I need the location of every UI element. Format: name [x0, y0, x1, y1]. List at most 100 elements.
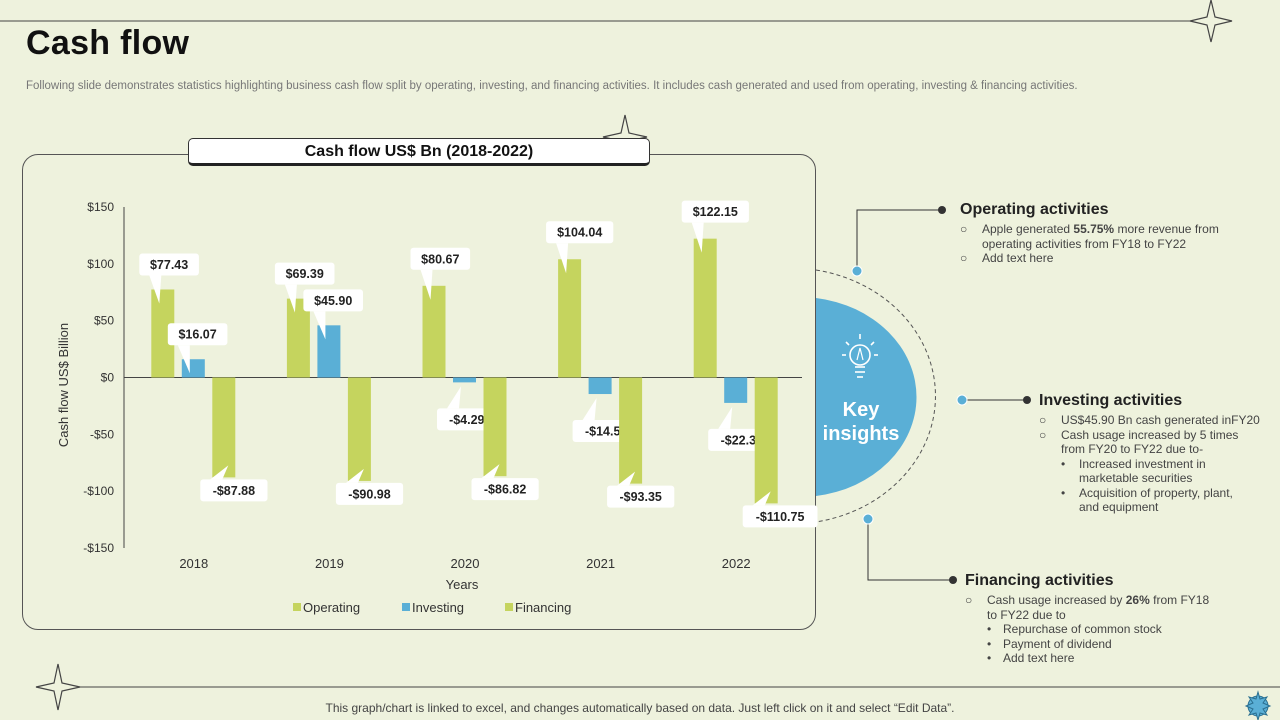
- y-tick-label: -$150: [83, 541, 114, 555]
- bar-operating-2022: [693, 238, 717, 378]
- data-label: -$90.98: [348, 487, 390, 501]
- data-label-pointer: [556, 243, 569, 274]
- legend-label-investing: Investing: [412, 600, 464, 615]
- data-label: $45.90: [314, 294, 352, 308]
- data-label-box: [742, 505, 818, 528]
- data-label: -$14.55: [585, 425, 627, 439]
- key-insights-label: Key insights: [806, 398, 916, 446]
- bar-operating-2021: [558, 259, 582, 378]
- x-axis-title: Years: [446, 577, 479, 592]
- list-item: ○ Cash usage increased by 26% from FY18: [965, 593, 1210, 607]
- data-label-box: [167, 323, 228, 346]
- list-item: ○ Apple generated 55.75% more revenue fro…: [960, 222, 1219, 236]
- bar-financing-2020: [483, 377, 507, 477]
- data-label: $16.07: [178, 328, 216, 342]
- data-label-pointer: [447, 386, 461, 409]
- data-label: -$87.88: [213, 484, 255, 498]
- list-subitem: • Acquisition of property, plant,: [1061, 485, 1233, 500]
- y-tick-label: $50: [94, 314, 114, 328]
- financing-connector: [867, 519, 953, 581]
- data-label-box: [471, 478, 539, 501]
- data-label-pointer: [420, 269, 433, 300]
- bar-operating-2018: [151, 289, 175, 378]
- financing-list: ○ Cash usage increased by 26% from FY18 t…: [965, 593, 1265, 666]
- key-insights-circle: [816, 298, 917, 496]
- data-label: $104.04: [557, 226, 602, 240]
- bar-financing-2018: [212, 377, 236, 478]
- investing-heading: Investing activities: [1039, 392, 1183, 409]
- legend-label-financing: Financing: [515, 600, 571, 615]
- bar-investing-2022: [724, 377, 748, 403]
- y-tick-label: $100: [87, 257, 114, 271]
- x-tick-label: 2018: [179, 556, 208, 571]
- data-label-pointer: [149, 275, 162, 304]
- footer-note: This graph/chart is linked to excel, and…: [325, 701, 955, 715]
- data-label-pointer: [345, 468, 364, 483]
- operating-end-dot: [938, 206, 946, 214]
- financing-dot: [862, 513, 874, 525]
- list-subitem: • Payment of dividend: [987, 636, 1112, 651]
- investing-insight: Investing activities ○ US$45.90 Bn cash g…: [1039, 392, 1279, 515]
- data-label-pointer: [481, 464, 500, 479]
- bar-investing-2020: [453, 377, 476, 383]
- financing-heading: Financing activities: [965, 572, 1114, 589]
- page-subtitle: Following slide demonstrates statistics …: [26, 80, 1078, 92]
- data-label: -$110.75: [756, 510, 805, 524]
- data-label-pointer: [313, 311, 326, 340]
- list-item: operating activities from FY18 to FY22: [982, 236, 1187, 251]
- list-item: from FY20 to FY22 due to-: [1061, 442, 1204, 456]
- operating-dot: [851, 265, 863, 277]
- y-tick-label: $150: [87, 200, 114, 214]
- list-item: ○ Add text here: [960, 251, 1054, 265]
- y-tick-label: $0: [101, 371, 115, 385]
- list-subitem: marketable securities: [1079, 471, 1193, 485]
- bar-financing-2019: [347, 377, 371, 481]
- lightbulb-icon: [842, 334, 878, 378]
- legend-label-operating: Operating: [303, 600, 360, 615]
- list-subitem: • Increased investment in: [1061, 456, 1206, 471]
- chart-title: Cash flow US$ Bn (2018-2022): [188, 138, 650, 166]
- data-label: $122.15: [693, 205, 738, 219]
- y-tick-label: -$50: [90, 427, 114, 441]
- investing-dot: [956, 394, 968, 406]
- bar-investing-2021: [588, 377, 612, 395]
- legend-swatch-operating: [293, 603, 301, 611]
- bar-financing-2021: [619, 377, 643, 484]
- list-item: ○ Cash usage increased by 5 times: [1039, 427, 1239, 442]
- data-label-pointer: [284, 284, 297, 313]
- bar-financing-2022: [754, 377, 778, 504]
- financing-insight: Financing activities ○ Cash usage increas…: [965, 572, 1265, 666]
- data-label-box: [410, 247, 471, 270]
- operating-list: ○ Apple generated 55.75% more revenue fro…: [960, 222, 1260, 266]
- data-label: -$22.35: [721, 433, 763, 447]
- data-label-pointer: [177, 345, 190, 374]
- data-label-pointer: [617, 471, 636, 486]
- financing-end-dot: [949, 576, 957, 584]
- data-label-box: [607, 485, 675, 508]
- investing-end-dot: [1023, 396, 1031, 404]
- data-label: $69.39: [286, 267, 324, 281]
- data-label: -$93.35: [619, 490, 661, 504]
- operating-heading: Operating activities: [960, 201, 1109, 218]
- key-insights-line1: Key: [842, 399, 880, 421]
- list-item: ○ US$45.90 Bn cash generated inFY20: [1039, 413, 1260, 427]
- data-label-box: [274, 262, 335, 285]
- data-label-pointer: [582, 398, 597, 421]
- data-label-box: [139, 253, 199, 276]
- operating-connector: [856, 209, 942, 271]
- data-label-box: [546, 221, 614, 244]
- bar-operating-2019: [286, 298, 310, 378]
- data-label-box: [303, 289, 363, 312]
- dashed-arc: [815, 269, 936, 523]
- bar-operating-2020: [422, 285, 446, 378]
- operating-insight: Operating activities ○ Apple generated 55…: [960, 201, 1260, 266]
- legend-swatch-financing: [505, 603, 513, 611]
- bottom-left-star-icon: [35, 663, 81, 711]
- data-label-pointer: [752, 491, 771, 506]
- data-label-pointer: [210, 465, 229, 480]
- list-item: to FY22 due to: [987, 607, 1066, 622]
- data-label: -$86.82: [484, 483, 526, 497]
